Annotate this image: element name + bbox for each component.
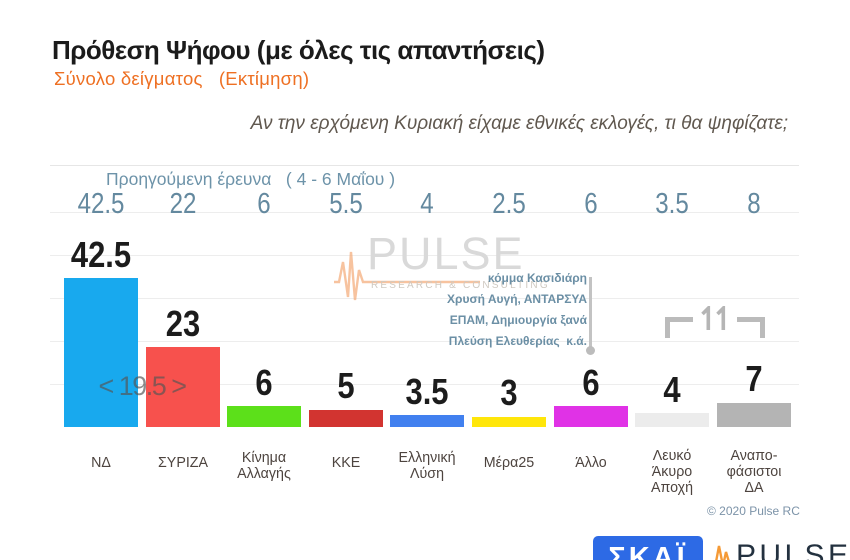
svg-text:PULSE: PULSE bbox=[736, 539, 850, 560]
svg-text:ΣΚΑΪ: ΣΚΑΪ bbox=[608, 541, 687, 560]
